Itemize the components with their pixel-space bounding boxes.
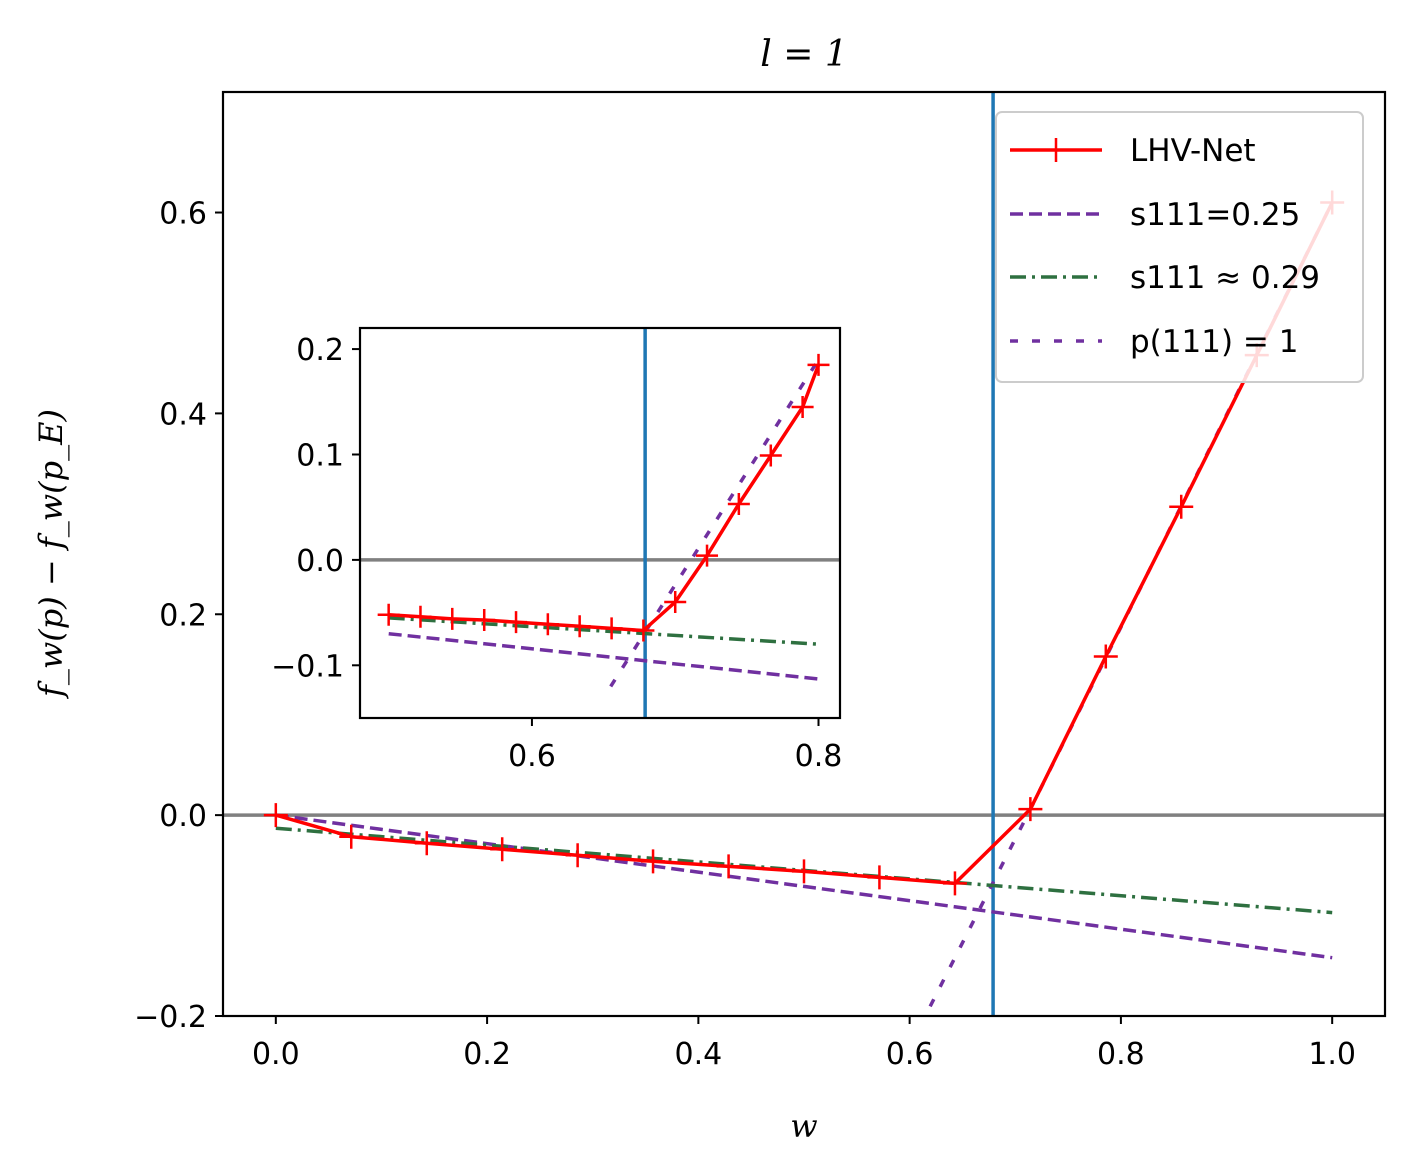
inset-marker-lhv-12 xyxy=(759,444,782,467)
legend-marker-lhv xyxy=(1044,138,1068,162)
inset-marker-lhv-6 xyxy=(568,615,591,638)
main-ytick-label-4: 0.6 xyxy=(159,197,207,232)
inset-series-s025 xyxy=(388,631,819,681)
main-marker-lhv-12 xyxy=(1169,494,1194,519)
main-xtick-label-5: 1.0 xyxy=(1308,1037,1356,1072)
y-axis-label: f_w(p) − f_w(p_E) xyxy=(32,409,70,699)
inset-marker-lhv-10 xyxy=(696,544,719,567)
main-marker-lhv-5 xyxy=(641,849,666,874)
inset-marker-lhv-13 xyxy=(791,396,814,419)
legend-label-lhv: LHV-Net xyxy=(1130,133,1256,169)
main-marker-lhv-9 xyxy=(942,871,967,896)
main-marker-lhv-6 xyxy=(716,854,741,879)
main-xtick-label-4: 0.8 xyxy=(1097,1037,1145,1072)
inset-background xyxy=(360,328,840,718)
inset-marker-lhv-4 xyxy=(505,611,528,634)
inset-series-s029 xyxy=(388,616,819,646)
inset-marker-lhv-8 xyxy=(632,619,655,642)
inset-xtick-label-1: 0.8 xyxy=(795,739,843,774)
main-ytick-label-2: 0.2 xyxy=(159,598,207,633)
inset-marker-lhv-1 xyxy=(409,605,432,628)
legend-label-s029: s111 ≈ 0.29 xyxy=(1130,260,1320,296)
inset-marker-lhv-5 xyxy=(536,613,559,636)
main-marker-lhv-10 xyxy=(1018,797,1043,822)
main-xtick-label-3: 0.6 xyxy=(886,1037,934,1072)
main-ytick-label-1: 0.0 xyxy=(159,799,207,834)
main-series-s025 xyxy=(275,813,1333,960)
inset-ytick-label-3: 0.2 xyxy=(296,333,344,368)
inset-ytick-label-1: 0.0 xyxy=(296,544,344,579)
inset-plot: 0.6 0.8 −0.1 0.0 0.1 0.2 xyxy=(271,326,843,774)
main-marker-lhv-7 xyxy=(792,859,816,884)
inset-ytick-label-2: 0.1 xyxy=(296,438,344,473)
main-marker-lhv-11 xyxy=(1093,644,1118,669)
legend-label-p111: p(111) = 1 xyxy=(1130,324,1298,360)
main-xtick-label-0: 0.0 xyxy=(252,1037,300,1072)
main-ytick-label-3: 0.4 xyxy=(159,397,207,432)
main-marks xyxy=(223,92,1385,1016)
main-xtick-label-2: 0.4 xyxy=(675,1037,723,1072)
inset-marker-lhv-2 xyxy=(441,607,464,630)
inset-marker-lhv-14 xyxy=(807,353,830,376)
main-marker-lhv-2 xyxy=(414,831,439,856)
main-marker-lhv-8 xyxy=(867,865,892,890)
inset-frame xyxy=(358,326,842,720)
main-marker-lhv-4 xyxy=(565,843,590,868)
inset-marker-lhv-11 xyxy=(727,493,750,516)
inset-marker-lhv-7 xyxy=(600,617,623,640)
legend-box xyxy=(995,111,1364,383)
main-marker-lhv-0 xyxy=(263,803,288,828)
legend-label-s025: s111=0.25 xyxy=(1130,197,1300,233)
inset-marker-lhv-9 xyxy=(664,591,687,614)
inset-marker-lhv-3 xyxy=(473,608,496,631)
main-frame xyxy=(221,90,1387,1018)
legend: LHV-Net s111=0.25 s111 ≈ 0.29 p(111) = 1 xyxy=(995,111,1364,383)
inset-ytick-label-0: −0.1 xyxy=(271,649,344,684)
main-marker-lhv-1 xyxy=(339,824,364,849)
main-xtick-label-1: 0.2 xyxy=(463,1037,511,1072)
inset-marker-lhv-0 xyxy=(377,603,400,626)
inset-xtick-label-0: 0.6 xyxy=(508,739,556,774)
main-ytick-label-0: −0.2 xyxy=(134,1000,207,1035)
chart-title: l = 1 xyxy=(760,34,847,75)
inset-series-p111 xyxy=(609,358,820,688)
main-marker-lhv-3 xyxy=(490,837,515,862)
x-axis-label: w xyxy=(790,1107,817,1145)
inset-marks xyxy=(360,328,840,718)
